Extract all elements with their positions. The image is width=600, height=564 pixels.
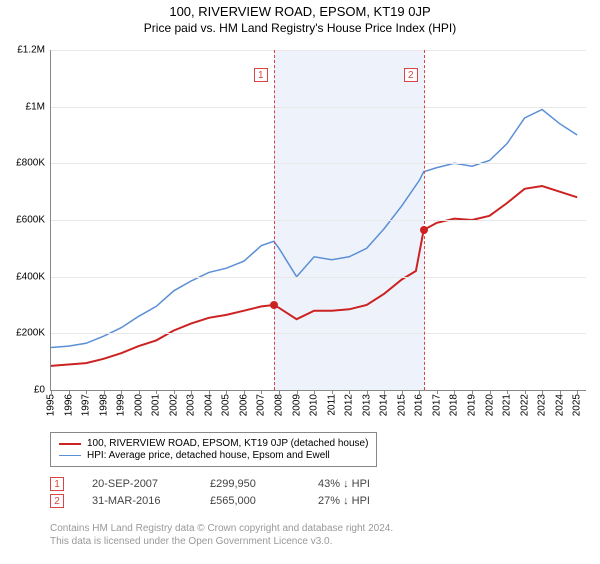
event-price: £565,000 (210, 495, 290, 507)
y-axis-label: £1.2M (17, 45, 45, 56)
legend-label: 100, RIVERVIEW ROAD, EPSOM, KT19 0JP (de… (87, 438, 368, 449)
x-axis-label: 2019 (466, 394, 477, 416)
x-axis-label: 2023 (537, 394, 548, 416)
x-axis-label: 2015 (396, 394, 407, 416)
event-number-box: 2 (50, 494, 64, 508)
x-axis-label: 1997 (81, 394, 92, 416)
x-axis-label: 2025 (572, 394, 583, 416)
footer-line-2: This data is licensed under the Open Gov… (50, 535, 393, 548)
chart-subtitle: Price paid vs. HM Land Registry's House … (0, 21, 600, 35)
event-date: 31-MAR-2016 (92, 495, 182, 507)
x-axis-label: 2008 (274, 394, 285, 416)
x-axis-label: 2005 (221, 394, 232, 416)
x-axis-label: 2021 (502, 394, 513, 416)
event-number-box: 2 (404, 68, 418, 82)
x-axis-label: 2003 (186, 394, 197, 416)
x-axis-label: 2002 (168, 394, 179, 416)
x-axis-label: 2024 (554, 394, 565, 416)
legend-swatch (59, 455, 81, 456)
x-axis-label: 2013 (361, 394, 372, 416)
event-marker (420, 226, 428, 234)
x-axis-label: 2017 (431, 394, 442, 416)
event-table-row: 1 20-SEP-2007 £299,950 43% ↓ HPI (50, 477, 370, 491)
gridline (51, 220, 586, 221)
x-axis-label: 1995 (46, 394, 57, 416)
events-table: 1 20-SEP-2007 £299,950 43% ↓ HPI 2 31-MAR-201… (50, 474, 370, 511)
y-axis-label: £400K (16, 271, 45, 282)
y-axis-label: £600K (16, 215, 45, 226)
chart-plot-area: £0£200K£400K£600K£800K£1M£1.2M1995199619… (50, 50, 586, 391)
legend-item: 100, RIVERVIEW ROAD, EPSOM, KT19 0JP (de… (59, 438, 368, 449)
event-line (274, 50, 275, 390)
footer-line-1: Contains HM Land Registry data © Crown c… (50, 522, 393, 535)
legend-label: HPI: Average price, detached house, Epso… (87, 450, 330, 461)
x-axis-label: 2018 (449, 394, 460, 416)
event-diff: 27% ↓ HPI (318, 495, 370, 507)
x-axis-label: 2006 (238, 394, 249, 416)
chart-footer: Contains HM Land Registry data © Crown c… (50, 522, 393, 548)
chart-title: 100, RIVERVIEW ROAD, EPSOM, KT19 0JP (0, 4, 600, 19)
event-line (424, 50, 425, 390)
x-axis-label: 2020 (484, 394, 495, 416)
event-date: 20-SEP-2007 (92, 478, 182, 490)
x-axis-label: 2010 (309, 394, 320, 416)
x-axis-label: 2004 (203, 394, 214, 416)
event-table-row: 2 31-MAR-2016 £565,000 27% ↓ HPI (50, 494, 370, 508)
event-number-box: 1 (254, 68, 268, 82)
x-axis-label: 2001 (151, 394, 162, 416)
x-axis-label: 2022 (519, 394, 530, 416)
x-axis-label: 2007 (256, 394, 267, 416)
gridline (51, 333, 586, 334)
x-axis-label: 2016 (414, 394, 425, 416)
x-axis-label: 2012 (344, 394, 355, 416)
legend-item: HPI: Average price, detached house, Epso… (59, 450, 368, 461)
y-axis-label: £800K (16, 158, 45, 169)
event-number-box: 1 (50, 477, 64, 491)
legend-swatch (59, 443, 81, 445)
y-axis-label: £0 (34, 385, 45, 396)
gridline (51, 163, 586, 164)
gridline (51, 107, 586, 108)
gridline (51, 277, 586, 278)
event-price: £299,950 (210, 478, 290, 490)
event-marker (270, 301, 278, 309)
x-axis-label: 1996 (63, 394, 74, 416)
x-axis-label: 1998 (98, 394, 109, 416)
event-diff: 43% ↓ HPI (318, 478, 370, 490)
x-axis-label: 1999 (116, 394, 127, 416)
gridline (51, 50, 586, 51)
x-axis-label: 2011 (326, 394, 337, 416)
y-axis-label: £1M (26, 101, 45, 112)
x-axis-label: 2014 (379, 394, 390, 416)
y-axis-label: £200K (16, 328, 45, 339)
chart-legend: 100, RIVERVIEW ROAD, EPSOM, KT19 0JP (de… (50, 432, 377, 467)
x-axis-label: 2000 (133, 394, 144, 416)
x-axis-label: 2009 (291, 394, 302, 416)
